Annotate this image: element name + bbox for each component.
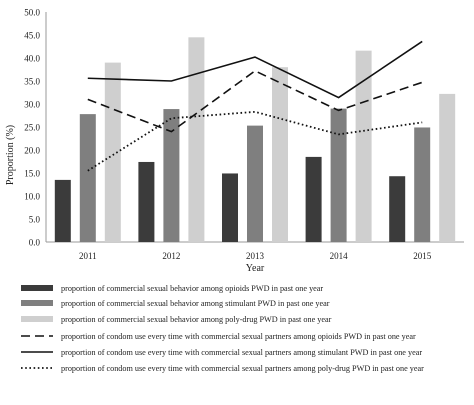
line-series-1: [87, 69, 423, 133]
y-tick-label: 10.0: [24, 192, 40, 202]
bar-series-3-2012: [188, 37, 205, 242]
y-tick-label: 35.0: [24, 77, 40, 87]
legend-swatch-bar-2: [21, 300, 53, 306]
legend-label: proportion of commercial sexual behavior…: [61, 299, 330, 308]
legend-swatch-bar-3: [21, 316, 53, 322]
legend-swatch-bar-1: [21, 285, 53, 291]
y-tick-label: 30.0: [24, 100, 40, 110]
legend-label: proportion of condom use every time with…: [61, 348, 422, 357]
line-series-2: [87, 40, 423, 99]
bar-series-2-2011: [79, 114, 96, 242]
bar-series-2-2012: [163, 109, 180, 242]
bar-series-2-2015: [414, 127, 431, 242]
legend: proportion of commercial sexual behavior…: [21, 284, 424, 373]
x-tick-label: 2013: [246, 251, 265, 261]
y-tick-label: 25.0: [24, 123, 40, 133]
bars: [54, 37, 456, 242]
y-tick-labels: 0.0 5.0 10.0 15.0 20.0 25.0 30.0 35.0 40.0 45.0 50…: [24, 8, 40, 248]
bar-series-3-2013: [272, 67, 288, 242]
bar-series-1-2014: [305, 156, 322, 242]
bar-series-1-2011: [54, 179, 71, 242]
y-tick-label: 0.0: [29, 238, 41, 248]
y-axis-label: Proportion (%): [5, 125, 16, 185]
series-lines: [87, 40, 423, 172]
bar-series-1-2015: [389, 176, 406, 242]
y-tick-label: 50.0: [24, 8, 40, 18]
bar-series-2-2014: [330, 108, 347, 242]
legend-label: proportion of condom use every time with…: [61, 364, 424, 373]
bar-series-1-2013: [222, 173, 238, 242]
legend-label: proportion of condom use every time with…: [61, 332, 416, 341]
bar-series-3-2011: [104, 62, 121, 242]
bar-series-2-2013: [247, 125, 263, 242]
y-tick-label: 20.0: [24, 146, 40, 156]
y-tick-label: 45.0: [24, 31, 40, 41]
x-tick-label: 2014: [330, 251, 349, 261]
legend-label: proportion of commercial sexual behavior…: [61, 315, 332, 324]
bar-series-1-2012: [138, 161, 155, 242]
legend-label: proportion of commercial sexual behavior…: [61, 284, 323, 293]
x-axis-label: Year: [246, 263, 265, 274]
bar-series-3-2015: [439, 93, 456, 242]
y-tick-label: 40.0: [24, 54, 40, 64]
x-tick-labels: 2011 2012 2013 2014 2015: [79, 251, 432, 261]
y-tick-label: 15.0: [24, 169, 40, 179]
x-tick-label: 2015: [413, 251, 432, 261]
bar-series-3-2014: [355, 50, 372, 242]
x-tick-label: 2012: [162, 251, 180, 261]
y-tick-label: 5.0: [29, 215, 41, 225]
x-tick-label: 2011: [79, 251, 97, 261]
